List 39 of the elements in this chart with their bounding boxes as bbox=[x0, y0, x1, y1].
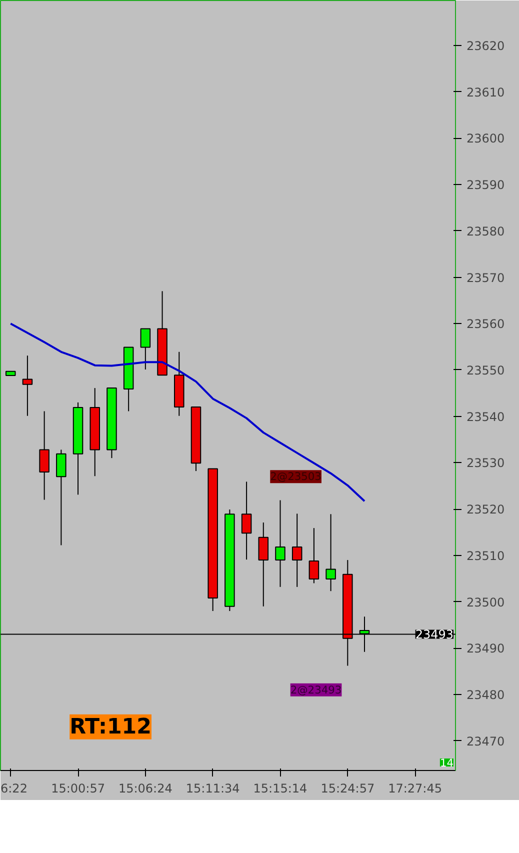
y-tick-label: 23560 bbox=[466, 317, 505, 332]
y-tick-label: 23510 bbox=[466, 548, 505, 563]
y-tick-label: 23500 bbox=[466, 595, 505, 610]
candlestick bbox=[258, 522, 269, 607]
x-tick-label: 15:15:14 bbox=[253, 782, 308, 796]
y-tick-label: 23600 bbox=[466, 132, 505, 146]
y-tick-label: 23540 bbox=[466, 410, 505, 424]
x-tick-label: 15:06:24 bbox=[118, 782, 172, 796]
y-tick-label: 23620 bbox=[466, 38, 505, 53]
x-tick-label: 15:24:57 bbox=[320, 782, 375, 796]
y-tick-label: 23610 bbox=[466, 85, 505, 100]
candlestick bbox=[39, 410, 50, 500]
candlestick bbox=[140, 328, 151, 370]
annotation: RT:112 bbox=[70, 714, 152, 740]
annotation: 2@23493 bbox=[290, 683, 342, 696]
y-tick-label: 23480 bbox=[466, 688, 505, 702]
x-tick-label: 6:22 bbox=[0, 782, 28, 796]
annotation: 2@23503 bbox=[270, 470, 322, 484]
y-tick-label: 23470 bbox=[466, 734, 505, 748]
x-tick-label: 15:00:57 bbox=[51, 782, 105, 796]
y-tick-label: 23490 bbox=[466, 642, 505, 656]
candlestick bbox=[275, 500, 286, 588]
candlestick bbox=[292, 513, 302, 588]
y-tick-label: 23550 bbox=[466, 363, 505, 378]
y-tick-label: 23530 bbox=[466, 456, 505, 470]
x-tick-label: 17:27:45 bbox=[388, 782, 442, 796]
y-tick-label: 23570 bbox=[466, 270, 505, 285]
candlestick bbox=[22, 355, 33, 416]
candlestick bbox=[56, 449, 66, 546]
y-tick-label: 23520 bbox=[466, 502, 505, 517]
candlestick bbox=[326, 514, 336, 592]
annotation: 14 bbox=[440, 756, 454, 770]
ref-line-label: 23493 bbox=[415, 628, 454, 642]
x-tick-label: 15:11:34 bbox=[186, 782, 240, 796]
line-series bbox=[10, 322, 366, 502]
candlestick bbox=[308, 528, 320, 584]
y-tick-label: 23580 bbox=[466, 224, 505, 238]
candlestick bbox=[241, 481, 252, 560]
y-tick-label: 23590 bbox=[466, 178, 505, 192]
